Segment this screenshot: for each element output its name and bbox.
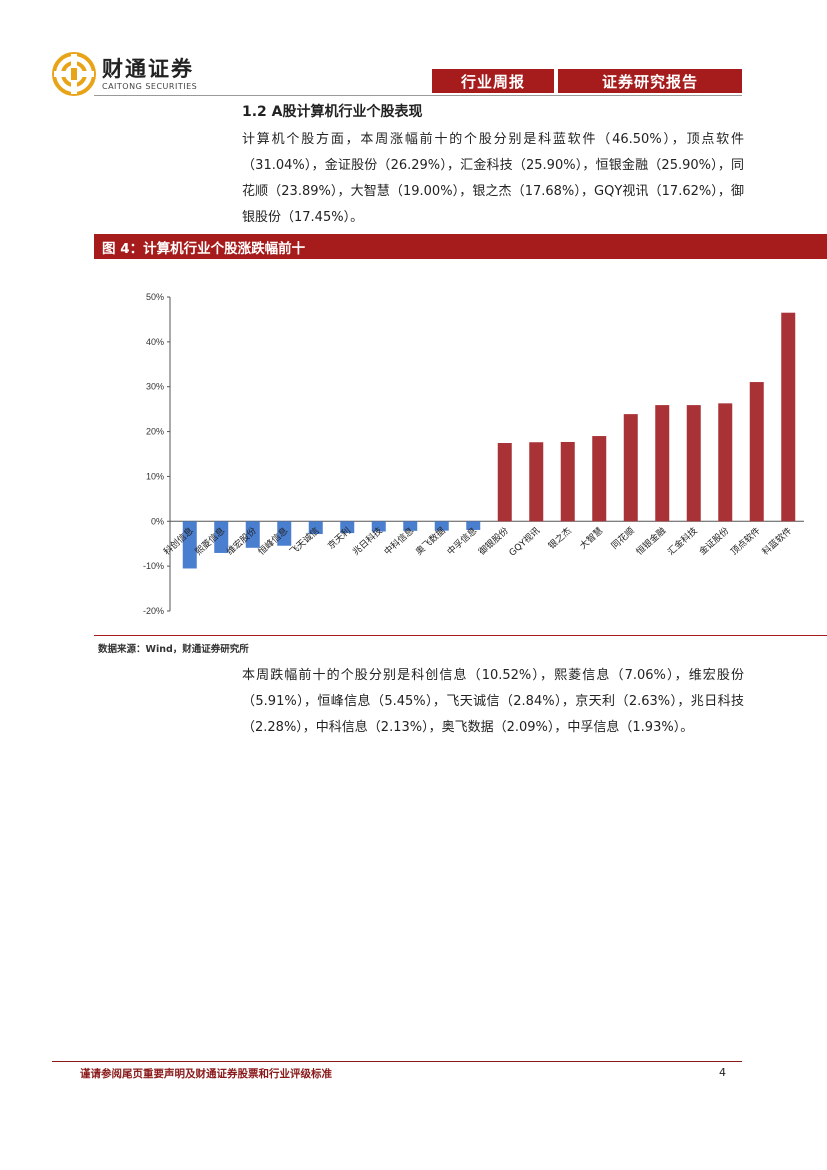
section-title: 1.2 A股计算机行业个股表现 [242,104,423,120]
bar [497,443,512,522]
y-tick-label: 10% [146,471,164,481]
figure-source: 数据来源：Wind，财通证券研究所 [98,644,249,655]
y-tick-label: 30% [146,382,164,392]
bar [277,521,292,546]
header-divider [94,95,742,96]
footer-divider [52,1061,742,1062]
bar [182,521,197,569]
y-tick-label: -20% [143,606,164,616]
bar [655,405,670,522]
bar [466,521,481,530]
paragraph-losers: 本周跌幅前十的个股分别是科创信息（10.52%），熙菱信息（7.06%），维宏股… [242,668,744,735]
category-label: 恒银金融 [633,525,668,558]
category-label: 御银股份 [476,525,511,558]
category-label: 飞天诚信 [287,525,322,558]
figure-title: 图 4：计算机行业个股涨跌幅前十 [94,234,827,259]
y-tick-label: -10% [143,561,164,571]
bar [214,521,229,553]
bar [560,441,575,522]
bar [529,442,544,522]
tag-weekly-report: 行业周报 [432,69,554,93]
bar [371,521,386,532]
bar [434,521,449,531]
bar [749,382,764,522]
bar [686,405,701,522]
category-label: 大智慧 [577,525,605,552]
logo-en-text: CAITONG SECURITIES [102,81,198,91]
category-label: 同花顺 [609,525,637,552]
category-label: 兆日科技 [350,525,385,558]
category-label: 科蓝软件 [759,525,794,558]
category-label: 银之杰 [546,525,574,552]
bar [592,436,607,522]
bar [308,521,323,535]
bar [781,312,796,522]
bar [245,521,260,548]
stock-change-bar-chart: 50%40%30%20%10%0%-10%-20%科创信息熙菱信息维宏股份恒峰信… [143,292,804,616]
tag-research-report: 证券研究报告 [558,69,742,93]
category-label: GQY视讯 [506,525,542,559]
caitong-logo-icon [52,52,96,96]
logo-cn-text: 财通证券 [102,56,194,81]
paragraph-gainers: 计算机个股方面，本周涨幅前十的个股分别是科蓝软件（46.50%），顶点软件（31… [242,132,744,225]
bar [623,414,638,522]
y-tick-label: 40% [146,337,164,347]
category-label: 顶点软件 [728,525,763,558]
y-tick-label: 50% [146,292,164,302]
y-tick-label: 0% [151,516,164,526]
category-label: 中科信息 [381,525,416,558]
bar [403,521,418,531]
category-label: 金证股份 [696,525,731,558]
bar [718,403,733,522]
category-label: 汇金科技 [665,525,700,558]
company-logo: 财通证券 CAITONG SECURITIES [52,52,197,96]
category-label: 奥飞数据 [413,525,448,558]
category-label: 中孚信息 [444,525,479,558]
page-number: 4 [719,1066,726,1079]
bar [340,521,355,534]
y-tick-label: 20% [146,427,164,437]
source-divider [94,635,827,636]
footer-disclaimer: 谨请参阅尾页重要声明及财通证券股票和行业评级标准 [80,1068,332,1080]
